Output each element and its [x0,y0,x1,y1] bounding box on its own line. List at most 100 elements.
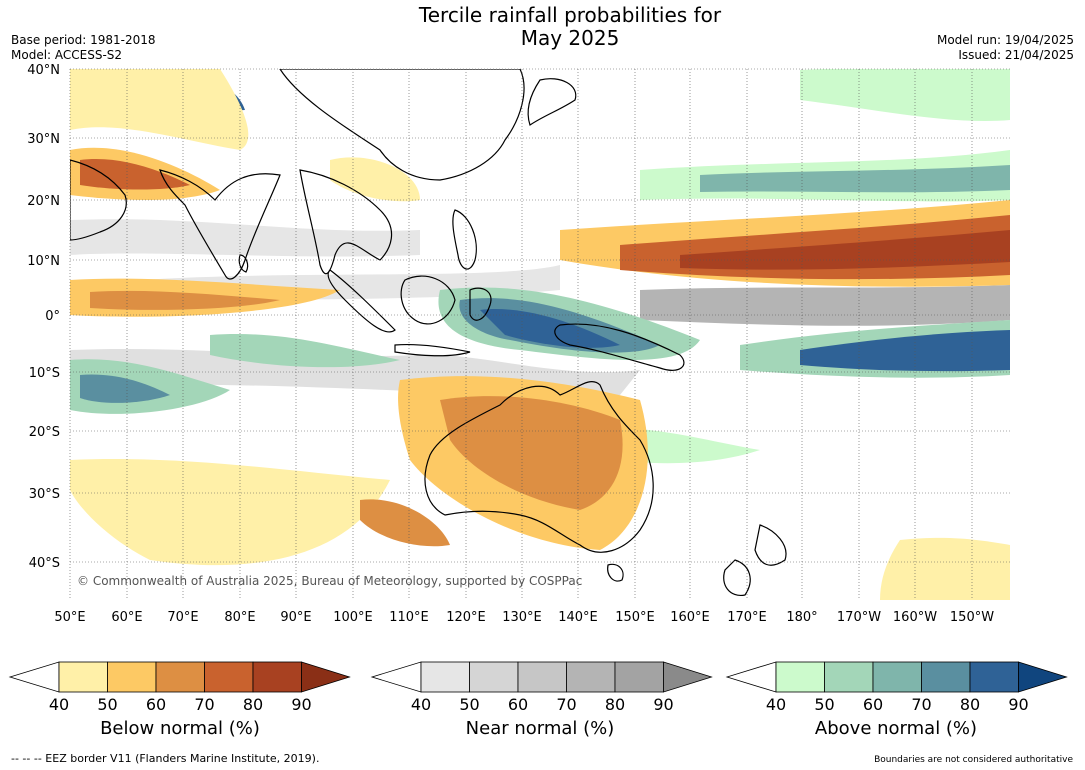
latitude-label: 0° [45,309,60,324]
colorbar-tick-label: 70 [194,695,214,714]
longitude-label: 140°E [558,610,598,625]
boundaries-disclaimer: Boundaries are not considered authoritat… [874,755,1073,765]
colorbar-segment [58,661,108,693]
colorbar-segment [969,661,1019,693]
colorbar-tick-label: 90 [1008,695,1028,714]
below-normal-region [330,157,420,202]
latitude-label: 20°S [29,425,60,440]
longitude-label: 150°E [615,610,655,625]
below-normal-region [70,69,249,150]
longitude-label: 170°E [727,610,767,625]
axis-labels: 40°N 30°N 20°N 10°N 0° 10°S 20°S 30°S 40°S 50°E 60… [27,63,994,625]
below-normal-region [680,230,1010,270]
probability-field [70,69,1010,600]
longitude-label: 180° [786,610,817,625]
colorbar: 40 50 60 70 80 90 [725,661,1068,714]
below-normal-region [440,396,623,510]
colorbar-tick-label: 60 [508,695,528,714]
coastline-tasmania [607,563,624,582]
coastline-borneo [400,275,456,325]
map-title: Tercile rainfall probabilities for May 2… [370,4,770,50]
below-normal-region [360,499,450,547]
colorbar-tick-label: 70 [556,695,576,714]
colorbar: 40 50 60 70 80 90 [8,661,351,714]
base-period: Base period: 1981-2018 [11,33,156,47]
longitude-label: 80°E [224,610,255,625]
colorbar-tick-label: 70 [911,695,931,714]
longitude-label: 50°E [54,610,85,625]
latitude-label: 40°N [27,63,60,78]
below-normal-region [70,459,390,566]
below-normal-label: Below normal (%) [100,718,260,739]
coastline-new-zealand [754,524,787,566]
colorbar: 40 50 60 70 80 90 [370,661,713,714]
colorbar-segment [566,661,616,693]
latitude-label: 10°S [29,366,60,381]
colorbar-tick-label: 60 [863,695,883,714]
colorbar-tick-label: 80 [960,695,980,714]
latitude-label: 20°N [27,194,60,209]
near-normal-region [70,219,420,257]
longitude-label: 120°E [446,610,486,625]
colorbar-min-arrow [725,661,777,693]
above-normal-region [800,69,1010,121]
latitude-label: 10°N [27,254,60,269]
copyright-text: © Commonwealth of Australia 2025, Bureau… [77,574,583,588]
below-normal-region [880,537,1010,600]
colorbar-segment [872,661,922,693]
longitude-label: 60°E [111,610,142,625]
below-normal-region [80,159,190,190]
above-normal-region [800,330,1010,372]
above-normal-region [700,165,1010,193]
model-run: Model run: 19/04/2025 [936,33,1074,47]
near-normal-band [640,285,1010,326]
colorbar-tick-label: 50 [459,695,479,714]
eez-footnote: -- -- -- EEZ border V11 (Flanders Marine… [11,752,320,765]
longitude-label: 100°E [333,610,373,625]
colorbar-tick-label: 90 [653,695,673,714]
colorbar-max-arrow [663,661,713,693]
title-line-2: May 2025 [520,26,620,50]
latitude-label: 30°S [29,487,60,502]
coastline-east-asia [279,69,525,181]
coastline-indochina [299,169,393,275]
above-normal-label: Above normal (%) [814,718,978,739]
meta-left: Base period: 1981-2018 Model: ACCESS-S2 [11,33,156,63]
colorbar-segment [107,661,157,693]
above-normal-region [480,309,620,348]
longitude-label: 70°E [167,610,198,625]
below-normal-region [90,290,280,310]
latitude-label: 40°S [29,556,60,571]
coastline-sulawesi [469,287,492,321]
colorbar-tick-label: 40 [49,695,69,714]
colorbar-segment [775,661,825,693]
coastline-arabia [70,159,127,241]
colorbar-tick-label: 40 [411,695,431,714]
coastline-new-guinea [554,323,685,371]
coastlines [70,69,787,597]
longitude-label: 160°W [893,610,937,625]
title-line-1: Tercile rainfall probabilities for [418,3,722,27]
longitude-label: 90°E [280,610,311,625]
colorbar-max-arrow [301,661,351,693]
longitude-label: 130°E [502,610,542,625]
colorbar-segment [204,661,254,693]
colorbar-max-arrow [1018,661,1068,693]
colorbar-segment [921,661,971,693]
coastline-australia [424,381,654,553]
colorbar-segment [469,661,519,693]
issued-date: Issued: 21/04/2025 [958,48,1074,62]
longitude-label: 110°E [389,610,429,625]
colorbar-min-arrow [8,661,60,693]
above-normal-region [80,374,170,403]
meta-right: Model run: 19/04/2025 Issued: 21/04/2025 [937,33,1074,63]
coastline-nz-south [723,559,751,597]
coastline-sri-lanka [238,254,249,273]
longitude-label: 170°W [837,610,881,625]
colorbar-tick-label: 50 [814,695,834,714]
near-normal-label: Near normal (%) [465,718,615,739]
coastline-sumatra [327,269,396,333]
colorbar-min-arrow [370,661,422,693]
colorbar-segment [614,661,664,693]
